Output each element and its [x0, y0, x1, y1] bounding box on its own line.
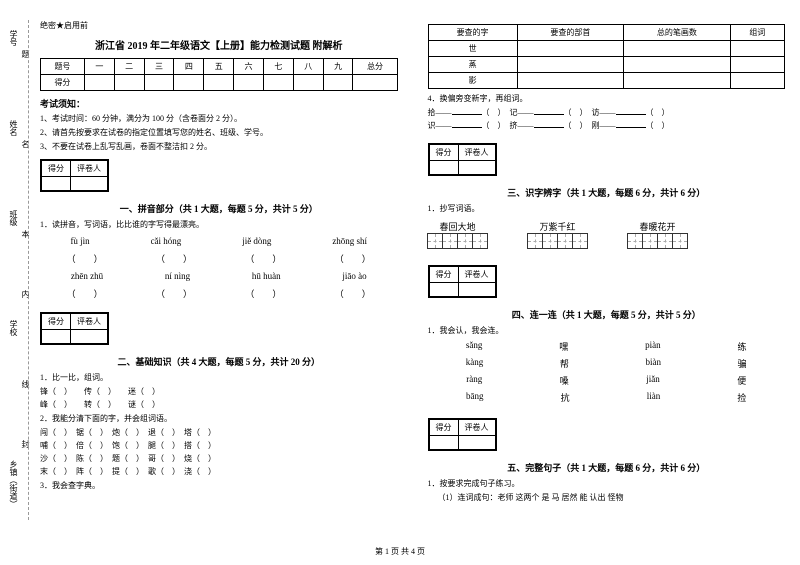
q-text: 1．我会认，我会连。 [428, 325, 786, 336]
sidebar-mark: 名 [20, 140, 31, 148]
word-row: 沙（ ） 陈（ ） 题（ ） 哥（ ） 烧（ ） [40, 453, 398, 464]
score-box: 得分评卷人 [428, 265, 497, 298]
pinyin: zhōng shí [332, 236, 367, 246]
word-label: 春暖花开 [628, 220, 688, 233]
th: 要查的字 [428, 25, 517, 41]
word-row: 闯（ ） 锯（ ） 炮（ ） 退（ ） 塔（ ） [40, 427, 398, 438]
word-label: 万紫千红 [528, 220, 588, 233]
pinyin: zhēn zhū [71, 271, 103, 281]
right-column: 要查的字 要查的部首 总的笔画数 组词 世 蒸 影 4．换偏旁变新字，再组词。 … [428, 20, 786, 506]
word-row: 峰（ ） 转（ ） 谜（ ） [40, 399, 398, 410]
sb-c2: 评卷人 [71, 161, 108, 177]
q-text: 2．我能分清下面的字，并会组词语。 [40, 413, 398, 424]
th: 总分 [353, 59, 397, 75]
match-row: ràng嗓jiǎn便 [428, 374, 786, 387]
q-text: 4．换偏旁变新字，再组词。 [428, 93, 786, 104]
section-3-title: 三、识字辨字（共 1 大题，每题 6 分，共计 6 分） [428, 186, 786, 199]
q-text: 1．比一比，组词。 [40, 372, 398, 383]
sidebar-mark: 封 [20, 440, 31, 448]
th: 题号 [41, 59, 85, 75]
th: 八 [293, 59, 323, 75]
score-summary-table: 题号 一 二 三 四 五 六 七 八 九 总分 得分 [40, 58, 398, 91]
confidential-mark: 绝密★启用前 [40, 20, 398, 31]
sidebar-mark: 题 [20, 50, 31, 58]
fill-row: 拾——（ ） 记——（ ） 访——（ ） [428, 107, 786, 118]
score-box: 得分评卷人 [428, 418, 497, 451]
sidebar-label: 乡镇（街道） [8, 460, 19, 508]
notice-title: 考试须知： [40, 97, 398, 110]
sidebar-label: 学号 [8, 30, 19, 46]
th: 六 [234, 59, 264, 75]
page-footer: 第 1 页 共 4 页 [0, 546, 800, 557]
q-text: 3．我会查字典。 [40, 480, 398, 491]
th: 九 [323, 59, 353, 75]
th: 二 [114, 59, 144, 75]
th: 一 [84, 59, 114, 75]
th: 四 [174, 59, 204, 75]
td: 得分 [41, 75, 85, 91]
score-box: 得分评卷人 [40, 312, 109, 345]
word-row: 末（ ） 阵（ ） 提（ ） 歌（ ） 浇（ ） [40, 466, 398, 477]
score-box: 得分评卷人 [40, 159, 109, 192]
th: 组词 [730, 25, 784, 41]
q-text: 1．读拼音，写词语，比比谁的字写得最漂亮。 [40, 219, 398, 230]
match-row: sǎng嘿piàn练 [428, 340, 786, 353]
word-label: 春回大地 [428, 220, 488, 233]
pinyin: ní nìng [165, 271, 190, 281]
section-4-title: 四、连一连（共 1 大题，每题 5 分，共计 5 分） [428, 308, 786, 321]
section-2-title: 二、基础知识（共 4 大题，每题 5 分，共计 20 分） [40, 355, 398, 368]
left-column: 绝密★启用前 浙江省 2019 年二年级语文【上册】能力检测试题 附解析 题号 … [40, 20, 398, 506]
match-row: bāng抗liàn捡 [428, 391, 786, 404]
pinyin: jiě dòng [242, 236, 271, 246]
section-5-title: 五、完整句子（共 1 大题，每题 6 分，共计 6 分） [428, 461, 786, 474]
th: 三 [144, 59, 174, 75]
lookup-table: 要查的字 要查的部首 总的笔画数 组词 世 蒸 影 [428, 24, 786, 89]
pinyin: jiāo ào [342, 271, 366, 281]
pinyin-row: zhēn zhū ní nìng hū huàn jiāo ào [40, 271, 398, 281]
notice-item: 2、请首先按要求在试卷的指定位置填写您的姓名、班级、学号。 [40, 127, 398, 138]
q-text: 1．按要求完成句子练习。 [428, 478, 786, 489]
sidebar-mark: 内 [20, 290, 31, 298]
sidebar-label: 班级 [8, 210, 19, 226]
th: 总的笔画数 [624, 25, 731, 41]
q-text: 1．抄写词语。 [428, 203, 786, 214]
th: 七 [263, 59, 293, 75]
score-box: 得分评卷人 [428, 143, 497, 176]
th: 要查的部首 [517, 25, 624, 41]
sidebar-label: 姓名 [8, 120, 19, 136]
notice-item: 3、不要在试卷上乱写乱画，卷面不整洁扣 2 分。 [40, 141, 398, 152]
binding-sidebar: 学号 题 姓名 名 班级 本 内 学校 线 封 乡镇（街道） [8, 20, 33, 520]
pinyin: cǎi hóng [151, 236, 182, 246]
dashed-divider [28, 20, 29, 520]
pinyin: hū huàn [252, 271, 281, 281]
q-sub: （1）连词成句：老师 这两个 是 马 居然 能 认出 怪物 [428, 492, 786, 503]
sb-c1: 得分 [42, 161, 71, 177]
section-1-title: 一、拼音部分（共 1 大题，每题 5 分，共计 5 分） [40, 202, 398, 215]
paren-row: （ ）（ ）（ ）（ ） [40, 287, 398, 300]
exam-title: 浙江省 2019 年二年级语文【上册】能力检测试题 附解析 [40, 37, 398, 52]
word-row: 哺（ ） 倍（ ） 饱（ ） 腿（ ） 搭（ ） [40, 440, 398, 451]
sidebar-label: 学校 [8, 320, 19, 336]
paren-row: （ ）（ ）（ ）（ ） [40, 252, 398, 265]
word-boxes: 春回大地 万紫千红 春暖花开 [428, 220, 786, 249]
sidebar-mark: 线 [20, 380, 31, 388]
fill-row: 识——（ ） 挤——（ ） 刚——（ ） [428, 120, 786, 131]
match-row: kàng帮biàn骗 [428, 357, 786, 370]
pinyin: fù jìn [70, 236, 89, 246]
sidebar-mark: 本 [20, 230, 31, 238]
pinyin-row: fù jìn cǎi hóng jiě dòng zhōng shí [40, 236, 398, 246]
th: 五 [204, 59, 234, 75]
word-row: 锋（ ） 传（ ） 迷（ ） [40, 386, 398, 397]
notice-item: 1、考试时间：60 分钟，满分为 100 分（含卷面分 2 分）。 [40, 113, 398, 124]
